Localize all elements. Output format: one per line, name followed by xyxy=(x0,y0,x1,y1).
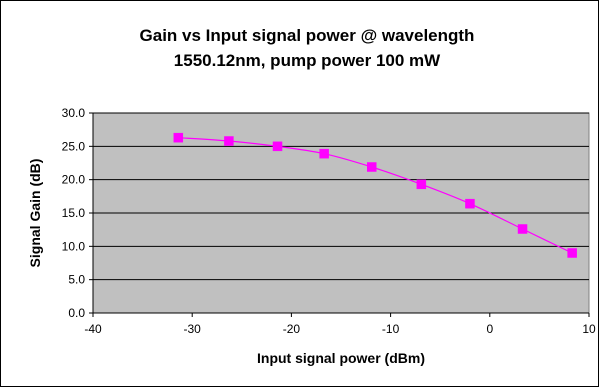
data-point-1 xyxy=(173,132,184,143)
y-tick-label-0.0: 0.0 xyxy=(68,306,85,320)
chart-title-line-1: Gain vs Input signal power @ wavelength xyxy=(140,26,475,45)
data-point-5 xyxy=(367,162,377,172)
y-tick-label-5.0: 5.0 xyxy=(68,273,85,287)
data-point-4 xyxy=(319,148,329,159)
x-tick-label-10: 10 xyxy=(582,322,596,336)
y-tick-label-25.0: 25.0 xyxy=(62,139,86,153)
x-tick-label--20: -20 xyxy=(283,322,301,336)
x-tick-label--10: -10 xyxy=(382,322,400,336)
data-point-7 xyxy=(465,198,475,209)
data-point-8 xyxy=(517,224,528,234)
x-axis-title: Input signal power (dBm) xyxy=(257,350,425,366)
x-axis-ticks: -40 -30 -20 -10 0 10 xyxy=(84,313,596,336)
y-tick-label-10.0: 10.0 xyxy=(62,239,86,253)
y-axis-ticks: 0.0 5.0 10.0 15.0 20.0 25.0 30.0 xyxy=(62,106,93,320)
y-tick-label-20.0: 20.0 xyxy=(62,173,86,187)
y-tick-label-15.0: 15.0 xyxy=(62,206,86,220)
data-point-2 xyxy=(224,136,234,146)
data-point-3 xyxy=(272,141,283,152)
y-axis-title: Signal Gain (dB) xyxy=(27,159,43,268)
series-layer xyxy=(173,132,577,258)
x-tick-label--40: -40 xyxy=(84,322,102,336)
data-point-6 xyxy=(416,179,427,190)
chart-title-line-2: 1550.12nm, pump power 100 mW xyxy=(174,51,441,70)
x-tick-label-0: 0 xyxy=(486,322,493,336)
data-point-9 xyxy=(567,248,577,258)
x-tick-label--30: -30 xyxy=(184,322,202,336)
y-tick-label-30.0: 30.0 xyxy=(62,106,86,120)
